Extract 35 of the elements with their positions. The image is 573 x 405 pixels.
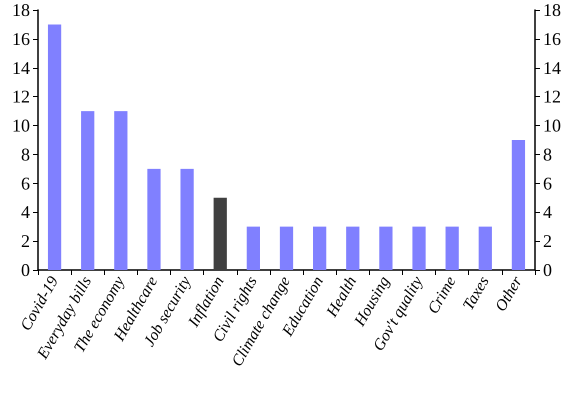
- y-tick-label: 6: [21, 173, 30, 194]
- y2-tick-label: 6: [543, 173, 552, 194]
- y2-tick-label: 18: [543, 0, 561, 20]
- bar: [214, 198, 227, 270]
- y-tick-label: 12: [12, 86, 30, 107]
- bar: [379, 226, 393, 270]
- bar: [246, 226, 260, 270]
- y2-tick-label: 14: [543, 58, 561, 78]
- y2-tick-label: 4: [543, 202, 552, 222]
- y-tick-label: 14: [12, 58, 30, 78]
- y2-tick-label: 0: [543, 260, 552, 280]
- y-tick-label: 8: [21, 144, 30, 164]
- y-tick-label: 16: [12, 28, 30, 49]
- y2-tick-label: 16: [543, 28, 561, 49]
- bar: [346, 226, 360, 270]
- bar: [48, 24, 62, 270]
- y2-tick-label: 10: [543, 116, 561, 136]
- bar: [147, 168, 161, 270]
- y-tick-label: 10: [12, 116, 30, 136]
- y-tick-label: 2: [21, 231, 30, 252]
- bar: [313, 226, 326, 270]
- y-tick-label: 18: [12, 0, 30, 20]
- y-tick-label: 4: [21, 202, 30, 222]
- bar: [280, 226, 294, 270]
- bar: [478, 226, 492, 270]
- y2-tick-label: 2: [543, 231, 552, 252]
- bar: [114, 111, 128, 270]
- y2-tick-label: 12: [543, 86, 561, 107]
- bar: [512, 140, 526, 270]
- bar: [412, 226, 426, 270]
- bar: [180, 168, 194, 270]
- bar: [446, 226, 459, 270]
- y-tick-label: 0: [21, 260, 30, 280]
- y2-tick-label: 8: [543, 144, 552, 164]
- bar: [81, 111, 94, 270]
